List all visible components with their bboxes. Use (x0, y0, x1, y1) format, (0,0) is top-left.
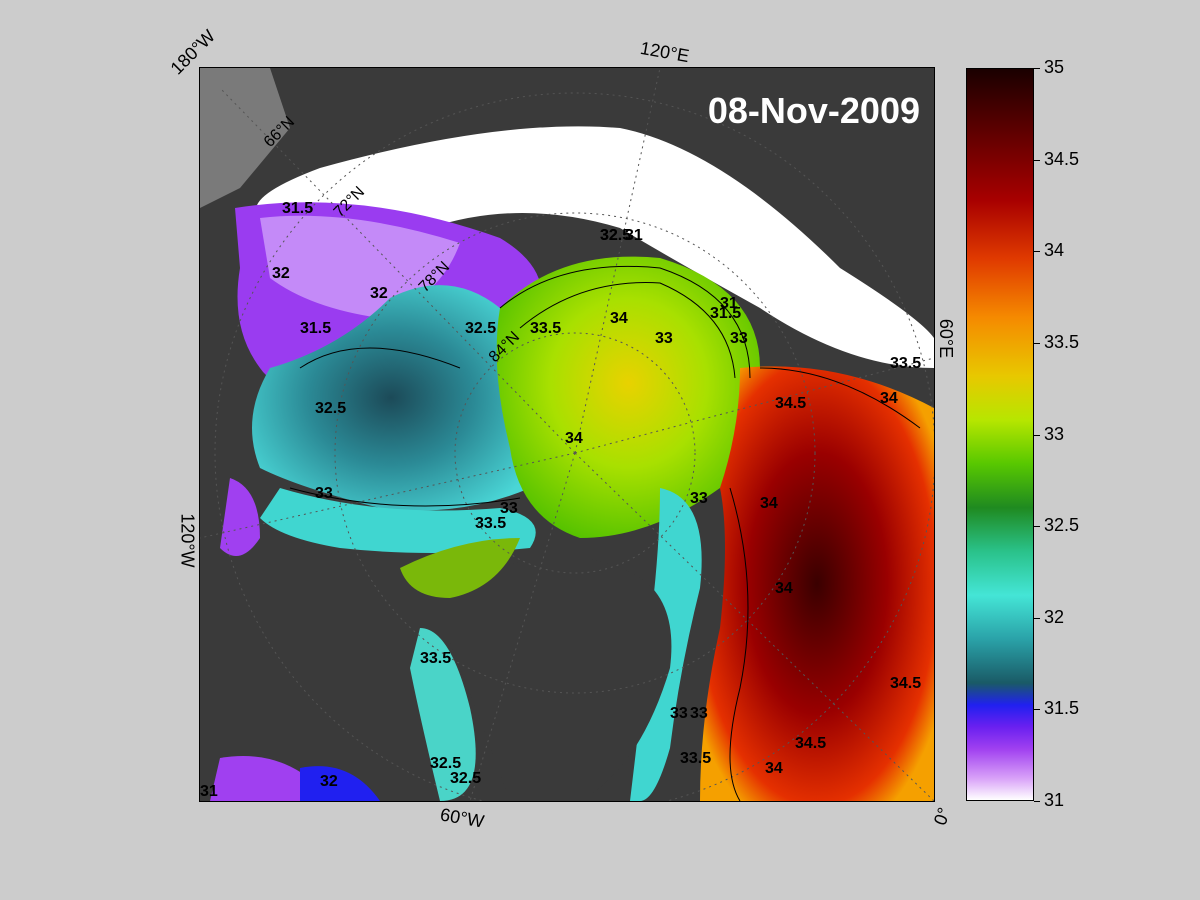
contour-label: 31.5 (710, 305, 741, 322)
colorbar-tick-label: 33.5 (1044, 331, 1080, 352)
map-canvas: 66°N 72°N 78°N 84°N 31.5 32 31.5 32 32.5… (200, 68, 934, 801)
coastal-band (260, 488, 536, 553)
colorbar-tick-label: 34 (1044, 240, 1065, 261)
contour-lines (289, 265, 921, 801)
colorbar-tick-label: 31 (1044, 790, 1065, 810)
contour-label: 33 (315, 485, 333, 502)
contour-label: 33.5 (680, 750, 711, 767)
sea-ice (256, 126, 934, 368)
contour-label: 33.5 (420, 650, 451, 667)
colorbar-tick-label: 34.5 (1044, 148, 1080, 169)
edge-label-120w: 120°W (177, 513, 198, 568)
colorbar-tick (1034, 709, 1040, 711)
colorbar-tick (1034, 342, 1040, 344)
contour-label: 33 (690, 705, 708, 722)
contour-label: 32 (370, 285, 388, 302)
edge-label-60e: 60°E (936, 318, 957, 359)
beaufort-gyre (252, 285, 530, 511)
salinity-map: 66°N 72°N 78°N 84°N 31.5 32 31.5 32 32.5… (199, 67, 935, 802)
atlantic-inflow (700, 366, 934, 801)
colorbar-tick-label: 31.5 (1044, 698, 1080, 719)
contour-label: 31 (200, 783, 218, 800)
date-label: 08-Nov-2009 (707, 90, 920, 131)
colorbar-tick (1034, 617, 1040, 619)
land-grey-patch (200, 68, 290, 208)
coastal-low (220, 478, 260, 556)
colorbar (966, 68, 1034, 801)
colorbar-tick (1034, 434, 1040, 436)
graticule (200, 68, 934, 801)
baffin-bay (410, 628, 476, 801)
contour-label: 32.5 (430, 755, 461, 772)
contour-label: 31.5 (282, 200, 313, 217)
contour-label: 33 (690, 490, 708, 507)
colorbar-tick (1034, 159, 1040, 161)
contour-label: 33.5 (475, 515, 506, 532)
contour-label: 32 (272, 265, 290, 282)
contour-label: 34.5 (775, 395, 806, 412)
colorbar-tick-label: 32 (1044, 606, 1065, 627)
contour-label: 33 (655, 330, 673, 347)
archipelago-channels (400, 538, 520, 598)
contour-label: 33 (670, 705, 688, 722)
contour-label: 34 (765, 760, 783, 777)
contour-label: 34 (880, 390, 898, 407)
contour-label: 31 (720, 295, 738, 312)
edge-label-0: 0° (929, 804, 955, 828)
colorbar-tick-label: 33 (1044, 423, 1065, 444)
contour-label: 32.5 (450, 770, 481, 787)
contour-label: 31 (625, 227, 643, 244)
hudson-bay-low (210, 756, 320, 801)
colorbar-tick (1034, 801, 1040, 802)
edge-label-120e: 120°E (638, 37, 691, 67)
colorbar-tick (1034, 526, 1040, 528)
edge-label-60w: 60°W (438, 804, 486, 832)
contour-label: 32.5 (315, 400, 346, 417)
contour-label: 33 (500, 500, 518, 517)
contour-label: 32 (600, 227, 618, 244)
contour-label: 34.5 (795, 735, 826, 752)
contour-label: 32 (320, 773, 338, 790)
contour-label: 33.5 (890, 355, 921, 372)
hudson-bay-low (300, 766, 380, 801)
contour-label: 34 (775, 580, 793, 597)
colorbar-tick (1034, 251, 1040, 253)
contour-label: 32.5 (465, 320, 496, 337)
central-arctic (496, 256, 760, 538)
contour-label: 34 (610, 310, 628, 327)
contour-label: 31.5 (300, 320, 331, 337)
contour-label: 32.5 (600, 227, 631, 244)
greenland (446, 556, 672, 801)
colorbar-tick (1034, 68, 1040, 69)
contour-label: 33 (730, 330, 748, 347)
colorbar-tick-label: 32.5 (1044, 515, 1080, 536)
contour-label: 33.5 (530, 320, 561, 337)
contour-label: 34 (760, 495, 778, 512)
contour-label: 34 (565, 430, 583, 447)
contour-label: 34.5 (890, 675, 921, 692)
colorbar-tick-label: 35 (1044, 57, 1065, 77)
